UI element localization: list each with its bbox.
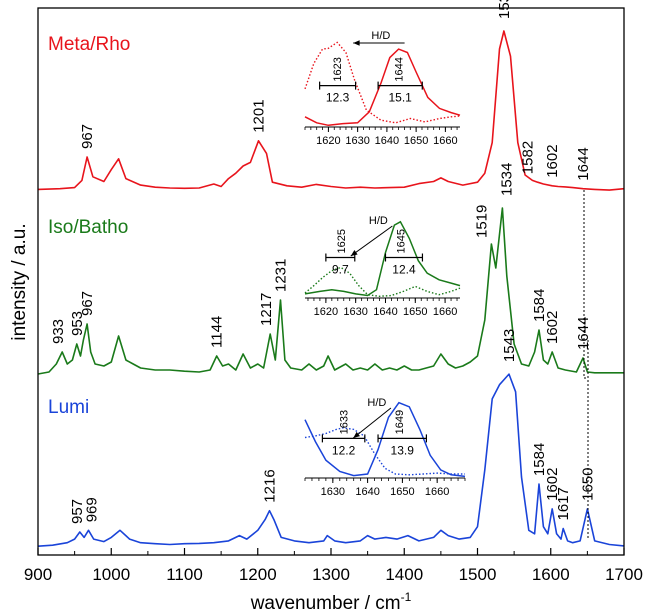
inset-tick-label-1650: 1650: [390, 486, 414, 498]
inset-tick-label-1640: 1640: [373, 306, 397, 318]
peak-label-1536: 1536: [496, 0, 513, 19]
inset-hd-label: H/D: [371, 30, 390, 42]
x-axis-label-superscript: -1: [401, 590, 412, 604]
inset-peak-label-d: 1623: [332, 57, 344, 81]
inset-lumi: 1630 1640 1650 1660 12.2 13.9 1633 1649 H/D: [304, 397, 466, 498]
inset-peak-label-h: 1644: [394, 57, 406, 81]
inset-d-curve: [304, 266, 461, 298]
x-tick-label-1100: 1100: [166, 565, 203, 584]
peak-label-969: 969: [84, 497, 101, 522]
inset-tick-label-1630: 1630: [343, 306, 367, 318]
inset-h-curve: [304, 48, 461, 127]
inset-tick-label-1660: 1660: [425, 486, 449, 498]
inset-peak-label-h: 1649: [394, 410, 406, 434]
series-line: [37, 207, 624, 375]
peak-label-1644: 1644: [575, 317, 592, 350]
inset-d-curve: [304, 41, 461, 124]
peak-label-1231: 1231: [273, 259, 290, 292]
inset-hd-arrowhead: [353, 431, 361, 438]
peak-label-1144: 1144: [209, 316, 226, 348]
x-tick-label-1400: 1400: [385, 565, 423, 584]
inset-peak-label-h: 1645: [395, 229, 407, 253]
peak-label-1217: 1217: [258, 293, 275, 326]
series-line: [37, 30, 625, 191]
peak-label-967: 967: [79, 291, 96, 316]
peak-label-1519: 1519: [473, 205, 490, 238]
peak-label-1201: 1201: [251, 99, 268, 132]
peak-label-1216: 1216: [262, 469, 279, 502]
peak-label-953: 953: [69, 311, 86, 336]
peak-label-957: 957: [69, 499, 86, 524]
inset-peak-label-d: 1633: [338, 410, 350, 434]
inset-h-curve: [304, 220, 461, 297]
x-tick-label-1500: 1500: [459, 565, 497, 584]
series-name-label: Iso/Batho: [48, 217, 128, 238]
peak-label-1584: 1584: [531, 289, 548, 322]
inset-iso-batho: 1620 1630 1640 1650 1660 9.7 12.4 1625 1645 H/D: [304, 215, 461, 318]
peak-label-1602: 1602: [544, 468, 561, 501]
peak-label-1584: 1584: [531, 443, 548, 476]
x-tick-label-1600: 1600: [532, 565, 570, 584]
inset-tick-label-1650: 1650: [403, 306, 427, 318]
inset-tick-label-1650: 1650: [404, 135, 428, 147]
inset-tick-label-1640: 1640: [355, 486, 379, 498]
inset-width-label-d: 9.7: [332, 263, 349, 277]
peak-label-967: 967: [79, 124, 96, 149]
series-name-label: Meta/Rho: [48, 34, 130, 55]
series-name-label: Lumi: [48, 397, 89, 418]
inset-tick-label-1620: 1620: [314, 306, 338, 318]
series-meta-rho: Meta/Rho 967 1201 1536 1582 1602 1644: [37, 0, 625, 191]
inset-tick-label-1640: 1640: [375, 135, 399, 147]
inset-hd-arrow: [350, 225, 393, 257]
x-tick-label-900: 900: [24, 565, 52, 584]
y-axis-label: intensity / a.u.: [9, 223, 30, 340]
inset-hd-arrowhead: [350, 250, 358, 256]
peak-label-1582: 1582: [520, 141, 537, 174]
inset-tick-label-1660: 1660: [433, 306, 457, 318]
x-tick-label-1700: 1700: [605, 565, 643, 584]
peak-label-1602: 1602: [544, 311, 561, 344]
x-axis-label: wavenumber / cm-1: [250, 590, 412, 614]
inset-width-label-d: 12.2: [332, 443, 356, 457]
series-line: [37, 373, 625, 547]
peak-label-1617: 1617: [555, 487, 572, 520]
peak-label-1602: 1602: [544, 144, 561, 177]
inset-width-label-h: 12.4: [392, 263, 416, 277]
peak-label-1644: 1644: [575, 147, 592, 180]
x-tick-label-1200: 1200: [239, 565, 277, 584]
peak-label-1534: 1534: [498, 163, 515, 196]
inset-hd-arrow: [352, 407, 392, 439]
peak-label-1543: 1543: [501, 329, 518, 362]
inset-h-curve: [304, 401, 466, 478]
inset-tick-label-1660: 1660: [433, 135, 457, 147]
x-axis: 900 1000 1100 1200 1300 1400 1500 1600 1700: [24, 548, 643, 584]
peak-label-933: 933: [50, 319, 67, 344]
inset-tick-label-1620: 1620: [316, 135, 340, 147]
inset-hd-label: H/D: [367, 397, 386, 409]
inset-peak-label-d: 1625: [336, 229, 348, 253]
x-tick-label-1300: 1300: [312, 565, 350, 584]
inset-hd-arrowhead: [353, 40, 360, 46]
inset-width-label-h: 15.1: [389, 91, 413, 105]
inset-d-curve: [304, 427, 465, 476]
inset-width-label-h: 13.9: [391, 443, 415, 457]
inset-tick-label-1630: 1630: [321, 486, 345, 498]
x-tick-label-1000: 1000: [92, 565, 130, 584]
inset-tick-label-1630: 1630: [345, 135, 369, 147]
inset-hd-label: H/D: [369, 215, 388, 227]
inset-width-label-d: 12.3: [326, 91, 350, 105]
inset-meta-rho: 1620 1630 1640 1650 1660 12.3 15.1 1623 1644 H/D: [304, 30, 461, 147]
